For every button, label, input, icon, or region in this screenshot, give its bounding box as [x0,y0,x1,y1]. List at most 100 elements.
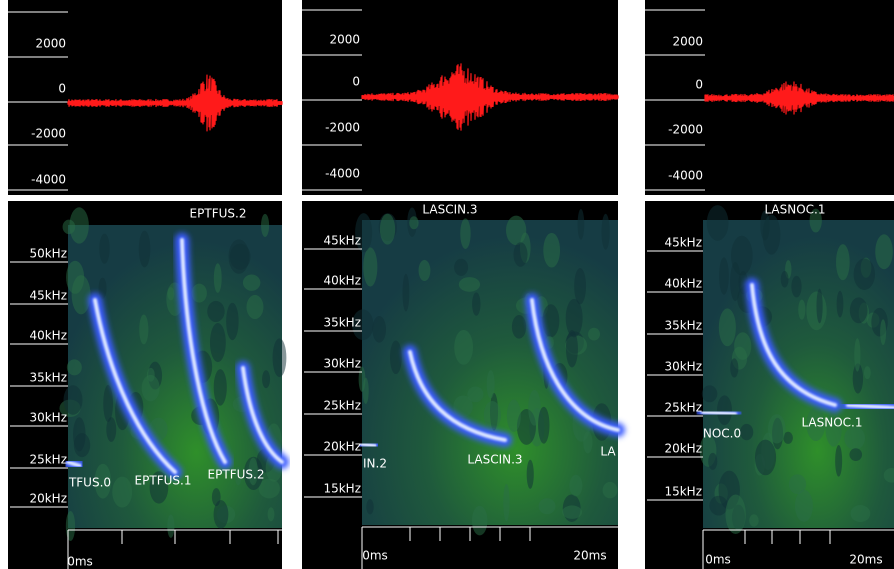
waveform [704,81,894,115]
spectrogram-noise [880,319,887,346]
frequency-tick-label: 25kHz [29,453,67,467]
spectrogram-noise [565,298,583,338]
spectrogram-noise [809,208,822,233]
spectrogram-noise [528,389,541,426]
call [66,460,82,468]
spectrogram-noise [418,259,431,282]
spectrogram-noise [98,277,107,299]
spectrogram-noise [99,233,110,264]
spectrogram-noise [358,366,366,392]
frequency-tick-label: 25kHz [323,399,361,413]
spectrogram-noise [849,448,863,462]
amplitude-tick-label: -2000 [31,127,66,141]
spectrogram-noise [836,290,844,318]
call-label: IN.2 [363,457,387,471]
spectrogram-noise [65,510,76,541]
spectrogram-noise [706,205,729,241]
call-label: NOC.0 [703,427,741,441]
frequency-tick-label: 20kHz [323,440,361,454]
spectrogram-noise [574,267,587,305]
spectrogram-noise [454,258,469,276]
spectrogram-noise [883,467,894,483]
spectrogram-noise [565,330,578,368]
call [180,238,227,464]
spectrogram-noise [583,431,593,454]
call-label: EPTFUS.1 [135,474,192,488]
frequency-tick-label: 35kHz [664,319,702,333]
spectrogram-noise [850,505,871,523]
amplitude-tick-label: -2000 [325,121,360,135]
spectrogram-noise [138,230,151,268]
spectrogram-noise [453,395,473,418]
frequency-tick-label: 50kHz [29,247,67,261]
spectrogram-noise [207,300,225,323]
spectrogram-noise [372,315,387,343]
frequency-tick-label: 20kHz [664,442,702,456]
frequency-tick-label: 20kHz [29,492,67,506]
spectrogram-noise [352,309,374,341]
waveform [361,63,619,131]
call [408,350,507,442]
time-tick-label: 20ms [849,553,882,567]
spectrogram-noise [806,407,826,441]
time-tick-label: 0ms [705,553,731,567]
spectrogram-noise [267,507,275,522]
call [241,366,284,464]
amplitude-tick-label: 0 [695,78,703,92]
frequency-tick-label: 45kHz [323,234,361,248]
spectrogram-noise [363,247,378,287]
spectrogram-noise [258,478,280,499]
spectrogram-noise [853,258,876,290]
spectrogram-noise [768,414,786,444]
frequency-tick-label: 30kHz [664,360,702,374]
spectrogram-noise [538,498,556,515]
spectrogram-noise [366,499,374,515]
spectrogram-noise [734,332,752,360]
spectrogram-noise [483,401,501,430]
call-title: LASNOC.1 [764,203,825,217]
spectrogram-noise [471,505,488,536]
frequency-tick-label: 15kHz [323,482,361,496]
spectrogram-noise [472,292,481,316]
spectrogram-noise [875,234,893,270]
spectrogram-noise [409,216,419,230]
time-tick-label: 0ms [362,549,388,563]
spectrogram-noise [569,474,583,497]
spectrogram-noise [167,514,175,538]
spectrogram-noise [69,207,89,244]
spectrogram-noise [806,291,827,331]
spectrogram-noise [272,338,287,378]
spectrogram-noise [66,260,85,294]
spectrogram-noise [246,294,264,320]
spectrogram-noise [791,275,802,298]
spectrogram-noise [577,209,585,240]
spectrogram-noise [798,299,806,320]
spectrogram-noise [63,385,83,415]
spectrogram-noise [454,329,474,365]
amplitude-tick-label: -2000 [668,123,703,137]
spectrogram-noise [854,338,861,372]
time-tick-label: 20ms [573,549,606,563]
call-title: LASCIN.3 [422,203,477,217]
call [360,442,377,448]
spectrogram-noise [701,385,718,403]
spectrogram-noise [139,314,149,345]
spectrogram-noise [355,213,373,253]
spectrogram-noise [749,514,759,527]
spectrogram-noise [852,363,864,394]
amplitude-tick-label: 0 [58,82,66,96]
spectrogram-noise [783,431,793,444]
spectrogram-noise [213,263,222,293]
call-label: LA [600,445,616,459]
spectrogram-noise [149,417,168,441]
call-label: EPTFUS.2 [208,468,265,482]
call-label: LASNOC.1 [801,416,862,430]
spectrogram-noise [754,439,777,476]
frequency-tick-label: 30kHz [29,411,67,425]
spectrogram-noise [794,489,813,522]
call [530,298,620,432]
spectrogram-noise [112,476,133,508]
frequency-tick-label: 30kHz [323,357,361,371]
spectrogram-noise [379,213,396,245]
amplitude-tick-label: -4000 [31,173,66,187]
